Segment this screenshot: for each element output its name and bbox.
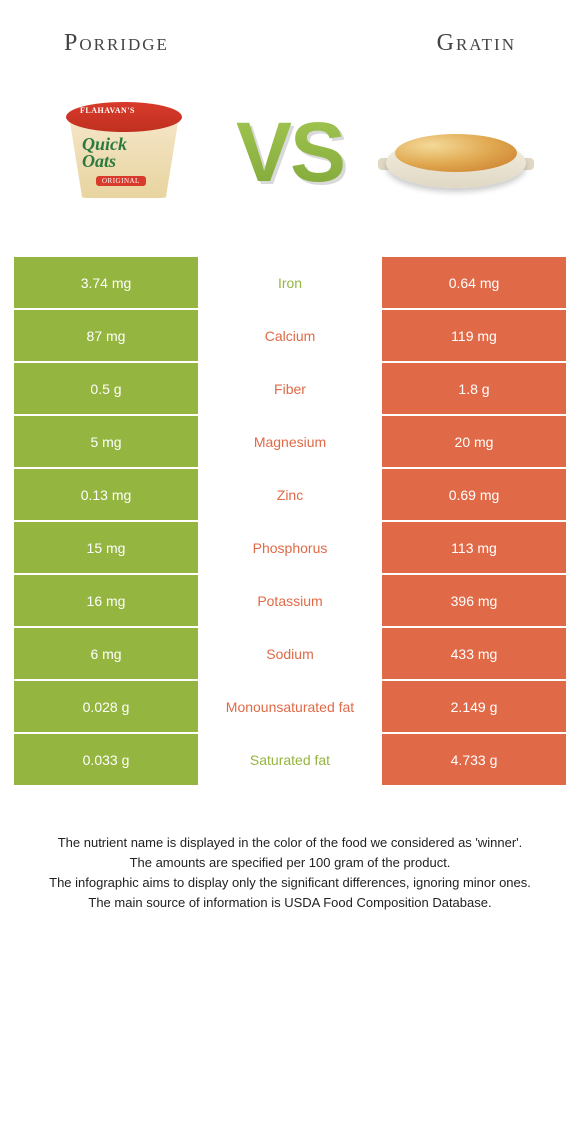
table-row: 0.13 mgZinc0.69 mg (14, 469, 566, 520)
nutrient-name: Sodium (198, 628, 382, 679)
right-value: 4.733 g (382, 734, 566, 785)
right-value: 433 mg (382, 628, 566, 679)
left-food-title: Porridge (64, 30, 169, 57)
gratin-dish-icon (386, 112, 526, 192)
right-value: 396 mg (382, 575, 566, 626)
footer-line: The infographic aims to display only the… (22, 873, 558, 893)
right-value: 1.8 g (382, 363, 566, 414)
right-food-image (386, 97, 526, 207)
table-row: 16 mgPotassium396 mg (14, 575, 566, 626)
footer-notes: The nutrient name is displayed in the co… (14, 833, 566, 914)
left-food-image: FLAHAVAN'S QuickOats ORIGINAL (54, 97, 194, 207)
left-value: 0.028 g (14, 681, 198, 732)
left-value: 16 mg (14, 575, 198, 626)
right-value: 119 mg (382, 310, 566, 361)
nutrient-name: Iron (198, 257, 382, 308)
right-value: 113 mg (382, 522, 566, 573)
table-row: 0.033 gSaturated fat4.733 g (14, 734, 566, 785)
right-value: 0.64 mg (382, 257, 566, 308)
footer-line: The main source of information is USDA F… (22, 893, 558, 913)
left-value: 0.13 mg (14, 469, 198, 520)
nutrient-name: Potassium (198, 575, 382, 626)
right-value: 2.149 g (382, 681, 566, 732)
oats-brand-text: FLAHAVAN'S (80, 106, 135, 115)
vs-label-wrapper: VS (236, 104, 344, 201)
header: Porridge Gratin (14, 30, 566, 57)
table-row: 87 mgCalcium119 mg (14, 310, 566, 361)
nutrient-name: Calcium (198, 310, 382, 361)
right-food-title: Gratin (437, 30, 516, 57)
vs-label: VS (236, 104, 344, 201)
nutrient-name: Saturated fat (198, 734, 382, 785)
nutrient-name: Monounsaturated fat (198, 681, 382, 732)
left-value: 6 mg (14, 628, 198, 679)
left-value: 0.033 g (14, 734, 198, 785)
footer-line: The nutrient name is displayed in the co… (22, 833, 558, 853)
oats-original-tag: ORIGINAL (96, 176, 146, 186)
table-row: 5 mgMagnesium20 mg (14, 416, 566, 467)
vs-row: FLAHAVAN'S QuickOats ORIGINAL VS (14, 97, 566, 207)
nutrient-name: Magnesium (198, 416, 382, 467)
left-value: 15 mg (14, 522, 198, 573)
table-row: 3.74 mgIron0.64 mg (14, 257, 566, 308)
nutrient-table: 3.74 mgIron0.64 mg87 mgCalcium119 mg0.5 … (14, 257, 566, 785)
left-value: 87 mg (14, 310, 198, 361)
left-value: 0.5 g (14, 363, 198, 414)
nutrient-name: Fiber (198, 363, 382, 414)
table-row: 15 mgPhosphorus113 mg (14, 522, 566, 573)
nutrient-name: Zinc (198, 469, 382, 520)
oats-label-text: QuickOats (82, 136, 127, 170)
nutrient-name: Phosphorus (198, 522, 382, 573)
left-value: 3.74 mg (14, 257, 198, 308)
footer-line: The amounts are specified per 100 gram o… (22, 853, 558, 873)
left-value: 5 mg (14, 416, 198, 467)
right-value: 20 mg (382, 416, 566, 467)
table-row: 6 mgSodium433 mg (14, 628, 566, 679)
oats-cup-icon: FLAHAVAN'S QuickOats ORIGINAL (64, 102, 184, 202)
table-row: 0.5 gFiber1.8 g (14, 363, 566, 414)
right-value: 0.69 mg (382, 469, 566, 520)
table-row: 0.028 gMonounsaturated fat2.149 g (14, 681, 566, 732)
